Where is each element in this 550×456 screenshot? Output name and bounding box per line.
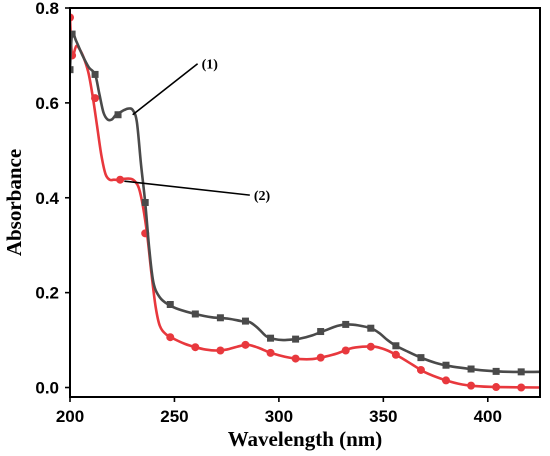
series-1-marker — [141, 199, 149, 206]
series-2-line — [70, 17, 540, 389]
annotation-1-label: (1) — [202, 58, 219, 73]
annotations: (1) (2) — [124, 58, 270, 204]
series-1-line — [70, 31, 540, 374]
series-2-marker — [266, 348, 275, 357]
series-2-marker — [316, 353, 325, 362]
y-tick-label: 0.4 — [35, 189, 59, 208]
series-1-marker — [191, 310, 199, 318]
series-1-marker — [216, 314, 224, 322]
series-1-marker — [114, 111, 122, 119]
series-2-marker — [216, 346, 225, 355]
annotation-2-label: (2) — [254, 189, 271, 204]
x-axis-title: Wavelength (nm) — [228, 427, 383, 451]
annotation-1-leader — [132, 63, 199, 116]
series-1-marker — [267, 334, 275, 342]
y-tick-label: 0.0 — [35, 379, 59, 398]
series-2-marker — [517, 383, 526, 392]
x-tick-label: 350 — [369, 407, 397, 426]
series-1-marker — [367, 324, 375, 332]
series-1-marker — [166, 300, 174, 308]
annotation-2-leader — [124, 180, 250, 196]
series-1-marker — [517, 368, 525, 376]
series-2-marker — [241, 340, 250, 349]
series-1-marker — [241, 317, 249, 325]
series-1-marker — [70, 30, 76, 38]
series-1-marker — [492, 367, 500, 375]
series-1-marker — [342, 320, 350, 328]
series-2-marker — [291, 354, 300, 363]
series-1-marker — [417, 354, 425, 362]
series-1-marker — [392, 342, 400, 350]
series-1-marker — [292, 335, 300, 343]
series-2-marker — [467, 381, 476, 390]
y-tick-label: 0.6 — [35, 94, 59, 113]
x-tick-label: 300 — [265, 407, 293, 426]
series-1 — [70, 30, 540, 376]
x-tick-label: 250 — [160, 407, 188, 426]
y-tick-label: 0.2 — [35, 284, 59, 303]
series-1-marker — [70, 66, 74, 74]
series-1-marker — [317, 328, 325, 336]
series-1-marker — [442, 361, 450, 369]
plot-series — [70, 13, 540, 392]
series-1-marker — [91, 70, 99, 78]
series-2 — [70, 13, 540, 392]
plot-frame — [69, 7, 541, 398]
series-2-marker — [492, 383, 501, 392]
y-tick-label: 0.8 — [35, 0, 59, 18]
series-2-marker — [416, 365, 425, 374]
series-2-marker — [91, 94, 100, 103]
series-2-marker — [191, 343, 200, 352]
series-2-marker — [366, 342, 375, 351]
series-1-marker — [467, 365, 475, 373]
x-tick-label: 400 — [474, 407, 502, 426]
series-2-marker — [166, 333, 175, 342]
series-2-marker — [391, 350, 400, 359]
y-axis-title: Absorbance — [2, 149, 26, 256]
x-axis-ticks: 200 250 300 350 400 — [56, 397, 502, 426]
x-tick-label: 200 — [56, 407, 84, 426]
series-2-marker — [341, 346, 350, 355]
series-2-marker — [116, 175, 125, 184]
y-axis-ticks: 0.0 0.2 0.4 0.6 0.8 — [35, 0, 70, 398]
series-2-marker — [442, 376, 450, 385]
